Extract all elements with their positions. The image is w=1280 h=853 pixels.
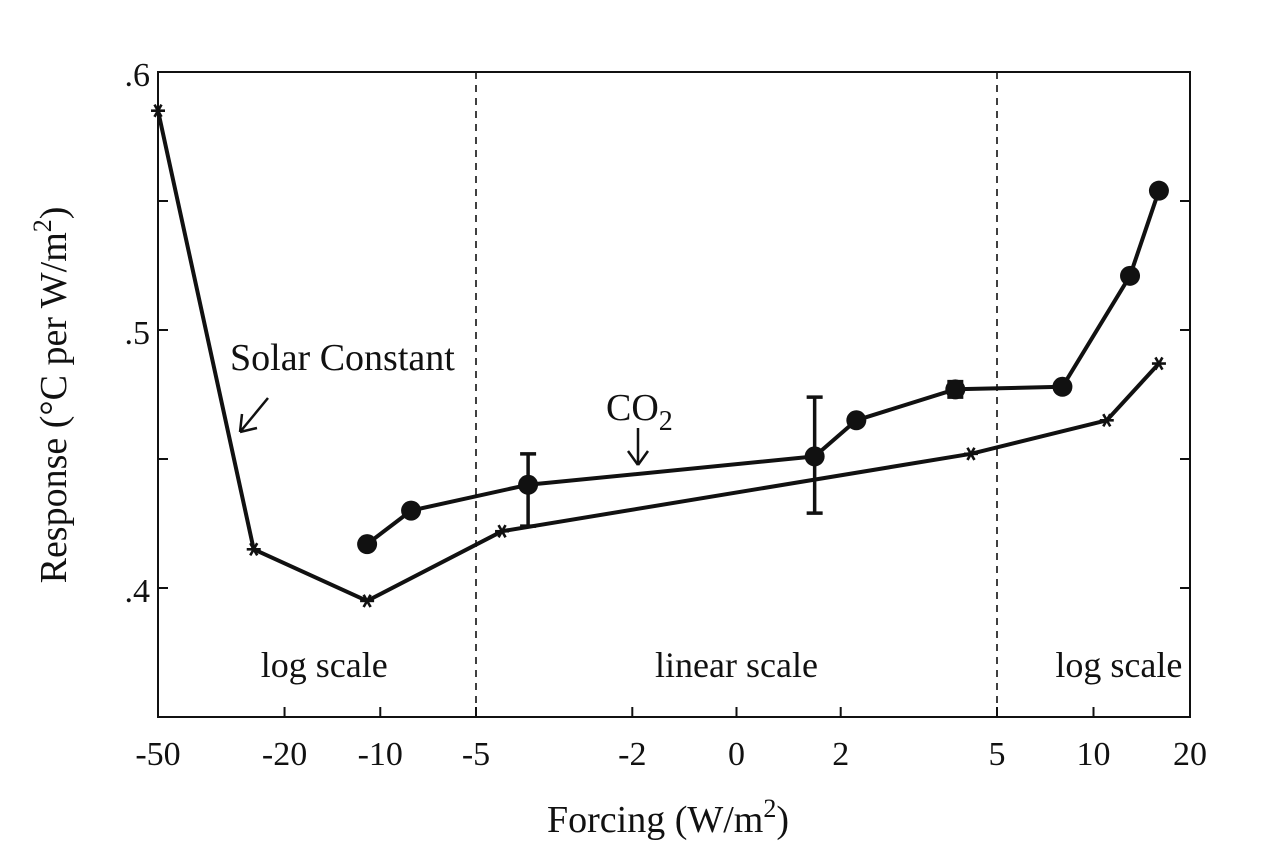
co2-label: CO2 xyxy=(606,387,673,437)
x-tick-label: -5 xyxy=(462,736,490,773)
data-point xyxy=(963,447,978,461)
y-tick-label: .4 xyxy=(125,573,151,610)
series-layer xyxy=(151,103,1169,608)
series-0 xyxy=(151,103,1166,608)
region-labels: log scale linear scale log scale xyxy=(261,645,1183,685)
co2-arrow xyxy=(626,428,650,466)
data-point xyxy=(1151,356,1166,371)
x-tick-label: 20 xyxy=(1173,736,1207,773)
data-point xyxy=(804,446,825,467)
x-tick-label: -10 xyxy=(358,736,403,773)
data-point xyxy=(357,534,378,555)
data-point xyxy=(1052,376,1073,397)
data-point xyxy=(1148,180,1169,201)
region-label-0: log scale xyxy=(261,645,388,685)
data-point xyxy=(518,474,539,495)
series-line-1 xyxy=(365,190,1161,546)
solar-constant-arrow xyxy=(238,397,269,434)
data-point xyxy=(151,103,165,118)
x-axis-title: Forcing (W/m2) xyxy=(547,794,789,841)
data-point xyxy=(401,500,422,521)
series-1 xyxy=(357,180,1169,555)
data-point xyxy=(1120,265,1141,286)
data-point xyxy=(945,379,966,400)
region-label-2: log scale xyxy=(1055,645,1182,685)
solar-constant-label: Solar Constant xyxy=(230,337,455,379)
plot-frame xyxy=(157,71,1191,718)
data-point xyxy=(246,542,261,557)
y-tick-label: .6 xyxy=(125,57,151,94)
x-tick-label: 5 xyxy=(989,736,1006,773)
data-point xyxy=(1099,413,1114,428)
region-dividers xyxy=(475,72,998,717)
x-tick-label: -50 xyxy=(135,736,180,773)
data-point xyxy=(360,594,375,608)
y-tick-label: .5 xyxy=(125,315,151,352)
x-tick-label: 10 xyxy=(1077,736,1111,773)
axis-ticks: -50 -20 -10 -5 -2 0 2 5 10 20.4.5.6 xyxy=(125,57,1208,773)
data-point xyxy=(495,524,510,538)
x-tick-label: 2 xyxy=(832,736,849,773)
x-tick-label: 0 xyxy=(728,736,745,773)
region-label-1: linear scale xyxy=(655,645,818,685)
x-tick-label: -20 xyxy=(262,736,307,773)
y-axis-title: Response (°C per W/m2) xyxy=(28,207,75,584)
x-tick-label: -2 xyxy=(618,736,646,773)
data-point xyxy=(846,410,867,431)
